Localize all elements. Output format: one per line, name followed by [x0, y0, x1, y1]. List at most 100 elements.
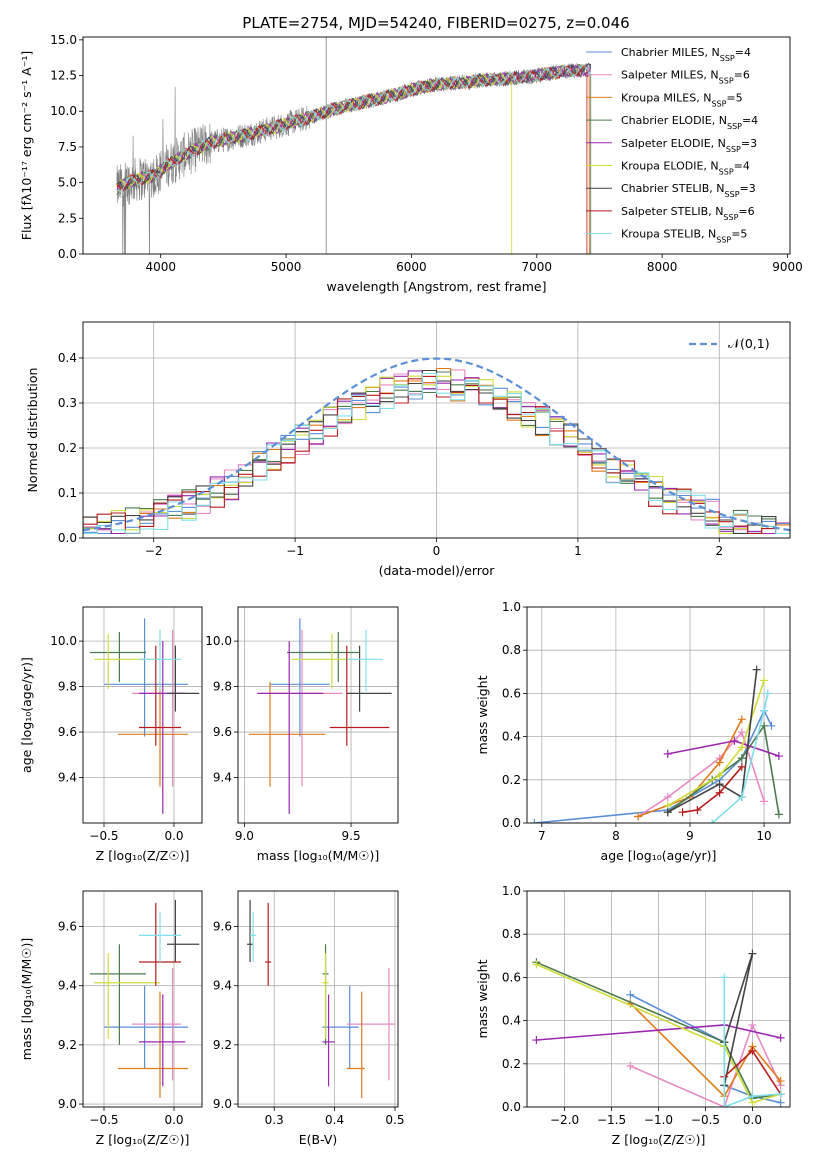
- massweight-vs-age-sfh-marker: [737, 715, 746, 724]
- massweight-vs-Z-plot-area: [532, 949, 785, 1107]
- massweight-vs-age-frame: [526, 606, 791, 824]
- age-vs-Z-xtick-label: 0.0: [164, 829, 183, 843]
- age-vs-Z-xtick-label: −0.5: [89, 829, 118, 843]
- age-vs-mass-ytick-label: 9.8: [213, 680, 232, 694]
- mass-vs-Z-xtick-label: −0.5: [89, 1113, 118, 1127]
- massweight-vs-Z-xtick-label: −1.5: [597, 1113, 626, 1127]
- spectrum-xlabel: wavelength [Angstrom, rest frame]: [326, 279, 546, 294]
- massweight-vs-Z-ytick-label: 0.4: [502, 1014, 521, 1028]
- massweight-vs-age-sfh-marker: [730, 736, 739, 745]
- spectrum-ytick-label: 10.0: [50, 104, 77, 118]
- spectrum-ytick-label: 15.0: [50, 33, 77, 47]
- mass-vs-Z-xlabel: Z [log₁₀(Z/Z☉)]: [96, 1132, 190, 1147]
- massweight-vs-age-sfh-marker: [663, 793, 672, 802]
- age-vs-Z-frame: [82, 606, 203, 824]
- massweight-vs-age-sfh-marker: [737, 728, 746, 737]
- massweight-vs-age-sfh-marker: [530, 819, 539, 823]
- spectrum-legend-entry: Kroupa ELODIE, NSSP=4: [621, 160, 750, 177]
- massweight-vs-age-sfh-marker: [737, 793, 746, 802]
- massweight-vs-Z-ytick-label: 0.8: [502, 927, 521, 941]
- spectrum-ytick-label: 12.5: [50, 69, 77, 83]
- figure-title: PLATE=2754, MJD=54240, FIBERID=0275, z=0…: [242, 14, 629, 32]
- massweight-vs-Z-sfh-marker: [776, 1077, 785, 1086]
- massweight-vs-age-sfh-marker: [763, 689, 772, 698]
- spectrum-ytick-label: 7.5: [58, 140, 77, 154]
- mass-vs-ebv-xtick-label: 0.5: [385, 1113, 404, 1127]
- spectrum-model-chabrier-stelib: [116, 62, 592, 191]
- residuals-ytick-label: 0.4: [58, 351, 77, 365]
- massweight-vs-Z-ytick-label: 0.6: [502, 970, 521, 984]
- spectrum-xtick-label: 4000: [145, 260, 176, 274]
- age-vs-mass-xtick-label: 9.0: [235, 829, 254, 843]
- spectrum-ytick-label: 0.0: [58, 247, 77, 261]
- residuals-xtick-label: −2: [145, 544, 163, 558]
- mass-vs-Z-ytick-label: 9.6: [58, 920, 77, 934]
- massweight-vs-Z-sfh-marker: [776, 1098, 785, 1107]
- massweight-vs-age-ytick-label: 0.8: [502, 643, 521, 657]
- massweight-vs-age-sfh-marker: [774, 810, 783, 819]
- age-vs-mass-xlabel: mass [log₁₀(M/M☉)]: [257, 848, 379, 863]
- massweight-vs-age-sfh-marker: [693, 806, 702, 815]
- mass-vs-Z-ytick-label: 9.0: [58, 1097, 77, 1111]
- spectrum-model-kroupa-elodie: [116, 72, 513, 254]
- massweight-vs-age-ytick-label: 0.6: [502, 686, 521, 700]
- spectrum-xtick-label: 6000: [396, 260, 427, 274]
- massweight-vs-age-sfh-marker: [760, 797, 769, 806]
- massweight-vs-Z-sfh-marker: [720, 973, 729, 982]
- mass-vs-ebv-ytick-label: 9.4: [213, 979, 232, 993]
- massweight-vs-Z-sfh-marker: [748, 1046, 757, 1055]
- massweight-vs-Z-sfh-marker: [626, 990, 635, 999]
- massweight-vs-Z-sfh-marker: [776, 1033, 785, 1042]
- massweight-vs-age-ytick-label: 0.2: [502, 773, 521, 787]
- massweight-vs-Z-ylabel: mass weight: [475, 959, 490, 1038]
- massweight-vs-Z-xtick-label: −0.5: [691, 1113, 720, 1127]
- spectrum-legend-entry: Kroupa MILES, NSSP=5: [621, 91, 743, 108]
- mass-vs-ebv-plot-area: [247, 899, 395, 1099]
- residuals-frame: [82, 321, 791, 539]
- age-vs-mass-ytick-label: 9.4: [213, 771, 232, 785]
- spectrum-model-salpeter-elodie: [116, 64, 592, 191]
- spectrum-legend-entry: Salpeter STELIB, NSSP=6: [621, 205, 755, 222]
- massweight-vs-Z-sfh-marker: [776, 1090, 785, 1099]
- residuals-ytick-label: 0.3: [58, 396, 77, 410]
- age-vs-mass-ytick-label: 9.6: [213, 725, 232, 739]
- massweight-vs-Z-frame: [526, 890, 791, 1108]
- massweight-vs-Z-sfh-line: [536, 961, 781, 1100]
- massweight-vs-Z-sfh-line: [536, 963, 781, 1104]
- massweight-vs-Z-xlabel: Z [log₁₀(Z/Z☉)]: [612, 1132, 706, 1147]
- spectrum-xtick-label: 5000: [271, 260, 302, 274]
- spectrum-ylabel: Flux [fλ10⁻¹⁷ erg cm⁻² s⁻¹ A⁻¹]: [19, 51, 34, 240]
- spectrum-legend-entry: Chabrier MILES, NSSP=4: [621, 46, 751, 63]
- age-vs-Z-ylabel: age [log₁₀(age/yr)]: [19, 657, 34, 773]
- mass-vs-Z-plot-area: [90, 899, 200, 1099]
- residuals-ytick-label: 0.0: [58, 531, 77, 545]
- massweight-vs-Z-ytick-label: 1.0: [502, 884, 521, 898]
- massweight-vs-Z-ytick-label: 0.2: [502, 1057, 521, 1071]
- massweight-vs-age-sfh-marker: [634, 812, 643, 821]
- mass-vs-ebv-ytick-label: 9.2: [213, 1038, 232, 1052]
- massweight-vs-Z-xtick-label: −1.0: [644, 1113, 673, 1127]
- massweight-vs-Z-sfh-marker: [532, 960, 541, 969]
- massweight-vs-age-sfh-marker: [715, 780, 724, 789]
- residuals-xtick-label: 1: [574, 544, 582, 558]
- massweight-vs-age-plot-area: [530, 665, 783, 823]
- mass-vs-Z-xtick-label: 0.0: [164, 1113, 183, 1127]
- massweight-vs-Z-sfh-line: [629, 1022, 782, 1107]
- massweight-vs-age-sfh-marker: [715, 788, 724, 797]
- massweight-vs-age-sfh-marker: [767, 721, 776, 730]
- massweight-vs-age-sfh-marker: [678, 808, 687, 817]
- spectrum-model-salpeter-stelib: [116, 64, 588, 254]
- age-vs-Z-plot-area: [90, 618, 200, 814]
- spectrum-legend-entry: Salpeter ELODIE, NSSP=3: [621, 137, 757, 154]
- mass-vs-ebv-xlabel: E(B-V): [299, 1132, 338, 1147]
- massweight-vs-age-xlabel: age [log₁₀(age/yr)]: [601, 848, 717, 863]
- residuals-ytick-label: 0.1: [58, 486, 77, 500]
- mass-vs-ebv-ytick-label: 9.0: [213, 1097, 232, 1111]
- massweight-vs-age-xtick-label: 9: [686, 829, 694, 843]
- massweight-vs-age-xtick-label: 10: [756, 829, 771, 843]
- massweight-vs-age-sfh-marker: [737, 754, 746, 763]
- age-vs-mass-ytick-label: 10.0: [205, 634, 232, 648]
- age-vs-Z-ytick-label: 9.8: [58, 680, 77, 694]
- residuals-xlabel: (data-model)/error: [379, 563, 496, 578]
- massweight-vs-age-sfh-marker: [708, 819, 717, 823]
